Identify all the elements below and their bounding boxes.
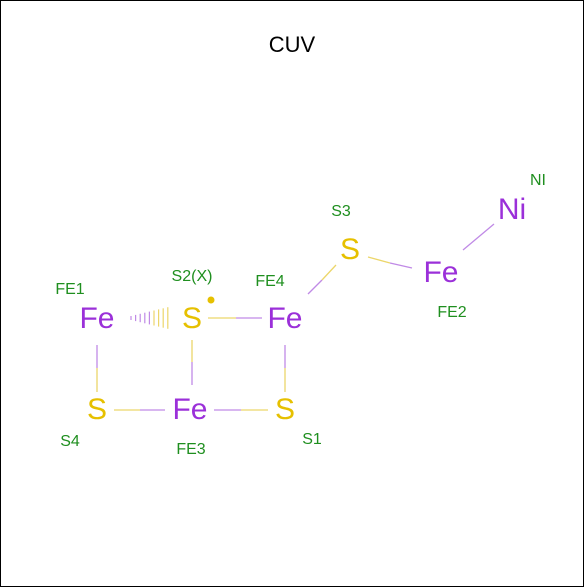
atom-name: FE4: [255, 273, 284, 290]
atom-name: FE3: [176, 441, 205, 458]
atom-label: Fe: [423, 256, 458, 289]
radical-dot: [207, 296, 215, 304]
atom-label: S: [275, 393, 295, 426]
bonds: [96, 223, 495, 411]
atom-label: S: [182, 302, 202, 335]
title: CUV: [269, 32, 316, 57]
atom-label: Ni: [498, 193, 526, 226]
atom-name: FE1: [55, 281, 84, 298]
atom-name: S2(X): [172, 268, 213, 285]
bond: [462, 223, 495, 251]
atom-label: Fe: [172, 393, 207, 426]
atom-name: NI: [530, 172, 546, 189]
atom-label: Fe: [267, 302, 302, 335]
atom-label: S: [340, 233, 360, 266]
bond: [307, 279, 323, 295]
bond: [367, 256, 391, 264]
atom-label: Fe: [79, 302, 114, 335]
atom-label: S: [87, 393, 107, 426]
atom-name: FE2: [437, 304, 466, 321]
atom-name: S4: [60, 433, 80, 450]
bond: [389, 262, 413, 269]
atom-name: S3: [331, 203, 351, 220]
hashed-bond: [130, 307, 169, 329]
atom-name: S1: [302, 431, 322, 448]
bond: [321, 264, 337, 281]
